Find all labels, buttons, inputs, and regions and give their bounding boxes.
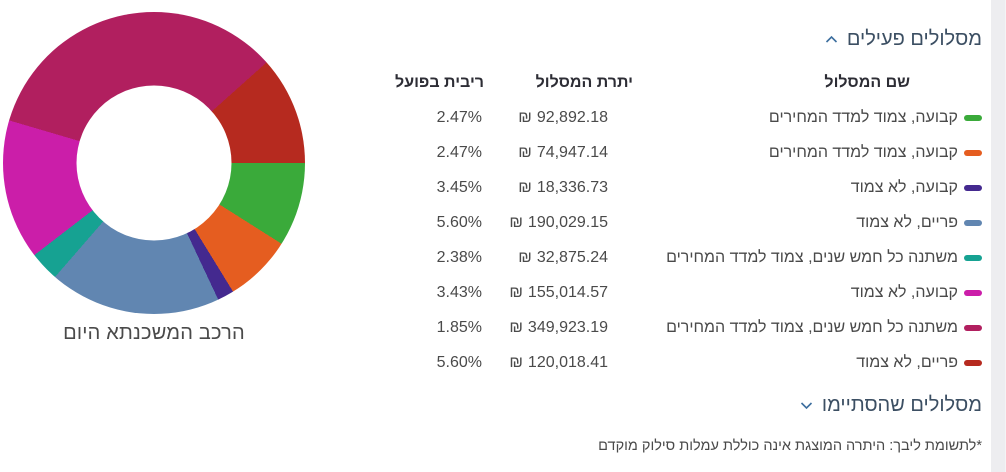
table-row: קבועה, לא צמוד 18,336.73 ₪ 3.45% [390, 170, 982, 205]
route-balance: 120,018.41 [527, 353, 608, 371]
shekel-currency-symbol: ₪ [518, 248, 532, 266]
route-rate: 3.45% [436, 178, 482, 196]
route-name: משתנה כל חמש שנים, צמוד למדד המחירים [666, 318, 958, 336]
collapse-chevron-icon [825, 35, 838, 44]
table-row: קבועה, צמוד למדד המחירים 74,947.14 ₪ 2.4… [390, 135, 982, 170]
routes-table-body: קבועה, צמוד למדד המחירים 92,892.18 ₪ 2.4… [390, 100, 982, 380]
route-color-marker-icon [964, 289, 982, 296]
route-name: פריים, לא צמוד [856, 353, 958, 371]
route-balance: 92,892.18 [536, 108, 608, 126]
chart-title: הרכב המשכנתא היום [63, 322, 245, 344]
route-color-marker-icon [964, 149, 982, 156]
route-rate: 3.43% [436, 283, 482, 301]
balance-disclaimer-note: *לתשומת ליבך: היתרה המוצגת אינה כוללת עמ… [598, 438, 982, 454]
shekel-currency-symbol: ₪ [518, 178, 532, 196]
table-row: משתנה כל חמש שנים, צמוד למדד המחירים 32,… [390, 240, 982, 275]
table-row: פריים, לא צמוד 190,029.15 ₪ 5.60% [390, 205, 982, 240]
routes-panel: מסלולים פעילים שם המסלול יתרת המסלול ריב… [390, 24, 982, 454]
route-balance: 349,923.19 [527, 318, 608, 336]
active-routes-section-header[interactable]: מסלולים פעילים [390, 24, 982, 54]
table-row: משתנה כל חמש שנים, צמוד למדד המחירים 349… [390, 310, 982, 345]
shekel-currency-symbol: ₪ [509, 353, 523, 371]
route-name: משתנה כל חמש שנים, צמוד למדד המחירים [666, 248, 958, 266]
route-name: קבועה, צמוד למדד המחירים [768, 108, 958, 126]
route-rate: 1.85% [436, 318, 482, 336]
shekel-currency-symbol: ₪ [509, 283, 523, 301]
expand-chevron-icon [800, 401, 813, 410]
donut-hole [76, 85, 232, 241]
route-rate: 5.60% [436, 213, 482, 231]
mortgage-composition-chart: הרכב המשכנתא היום [2, 12, 306, 345]
route-balance: 155,014.57 [527, 283, 608, 301]
route-name: קבועה, לא צמוד [850, 178, 958, 196]
route-name: קבועה, לא צמוד [850, 283, 958, 301]
scrollbar-track[interactable] [991, 0, 1006, 472]
route-rate: 2.47% [436, 143, 482, 161]
route-color-marker-icon [964, 359, 982, 366]
table-header-row: שם המסלול יתרת המסלול ריבית בפועל [390, 66, 982, 100]
table-row: קבועה, לא צמוד 155,014.57 ₪ 3.43% [390, 275, 982, 310]
route-rate: 2.38% [436, 248, 482, 266]
column-header-name: שם המסלול [824, 74, 910, 91]
shekel-currency-symbol: ₪ [518, 108, 532, 126]
table-row: קבועה, צמוד למדד המחירים 92,892.18 ₪ 2.4… [390, 100, 982, 135]
route-name: קבועה, צמוד למדד המחירים [768, 143, 958, 161]
route-color-marker-icon [964, 324, 982, 331]
donut-chart [3, 12, 305, 314]
finished-routes-section-header[interactable]: מסלולים שהסתיימו [390, 390, 982, 420]
route-rate: 2.47% [436, 108, 482, 126]
route-color-marker-icon [964, 254, 982, 261]
finished-routes-title: מסלולים שהסתיימו [821, 393, 982, 416]
table-row: פריים, לא צמוד 120,018.41 ₪ 5.60% [390, 345, 982, 380]
route-color-marker-icon [964, 219, 982, 226]
route-name: פריים, לא צמוד [856, 213, 958, 231]
route-rate: 5.60% [436, 353, 482, 371]
route-color-marker-icon [964, 114, 982, 121]
route-balance: 32,875.24 [536, 248, 608, 266]
shekel-currency-symbol: ₪ [509, 213, 523, 231]
route-balance: 190,029.15 [527, 213, 608, 231]
column-header-rate: ריבית בפועל [395, 74, 484, 91]
routes-table: שם המסלול יתרת המסלול ריבית בפועל קבועה,… [390, 66, 982, 380]
route-balance: 18,336.73 [536, 178, 608, 196]
column-header-balance: יתרת המסלול [535, 74, 633, 91]
route-color-marker-icon [964, 184, 982, 191]
shekel-currency-symbol: ₪ [518, 143, 532, 161]
active-routes-title: מסלולים פעילים [846, 27, 982, 50]
route-balance: 74,947.14 [536, 143, 608, 161]
shekel-currency-symbol: ₪ [509, 318, 523, 336]
